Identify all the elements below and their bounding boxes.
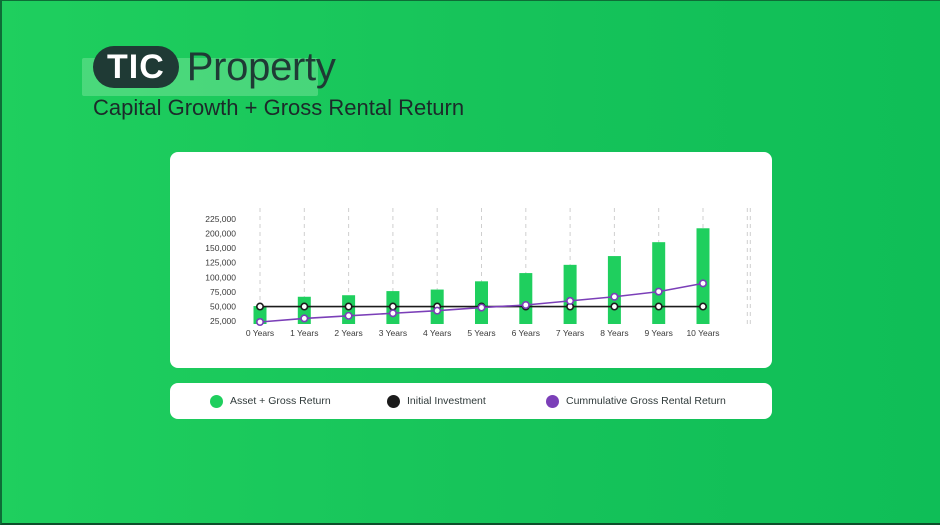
cumulative-rental-point [477, 303, 486, 312]
x-tick-label: 10 Years [686, 328, 719, 338]
initial-investment-point [388, 302, 397, 311]
cumulative-rental-point [344, 311, 353, 320]
x-tick-label: 8 Years [600, 328, 628, 338]
page-subtitle: Capital Growth + Gross Rental Return [93, 95, 465, 120]
y-tick-label: 25,000 [210, 316, 236, 326]
bar [607, 256, 621, 324]
legend-label-asset: Asset + Gross Return [230, 395, 331, 407]
chart-legend: Asset + Gross Return Initial Investment … [170, 383, 772, 419]
brand-logo: TIC Property [82, 44, 336, 96]
legend-item-initial: Initial Investment [387, 383, 486, 419]
y-tick-label: 125,000 [205, 258, 236, 268]
cumulative-rental-point [654, 287, 663, 296]
bar [519, 273, 533, 324]
legend-swatch-asset [210, 394, 223, 408]
legend-label-initial: Initial Investment [407, 395, 486, 407]
bar [696, 228, 710, 324]
logo-badge: TIC [93, 46, 179, 88]
chart-card: 225,000 200,000 150,000 125,000 100,000 75,00… [170, 152, 772, 368]
cumulative-rental-point [566, 296, 575, 305]
bar [563, 264, 577, 324]
chart-svg: 225,000 200,000 150,000 125,000 100,000 75,00… [205, 208, 751, 338]
initial-investment-point [300, 302, 309, 311]
y-tick-label: 150,000 [205, 243, 236, 253]
initial-investment-point [698, 302, 707, 311]
initial-investment-point [654, 302, 663, 311]
y-tick-label: 75,000 [210, 287, 236, 297]
legend-item-asset: Asset + Gross Return [210, 383, 331, 419]
x-tick-label: 7 Years [556, 328, 584, 338]
legend-label-cumulative: Cummulative Gross Rental Return [566, 395, 726, 407]
bar [652, 242, 666, 324]
x-tick-label: 0 Years [246, 328, 274, 338]
y-tick-label: 50,000 [210, 301, 236, 311]
x-tick-label: 2 Years [334, 328, 362, 338]
x-tick-label: 9 Years [645, 328, 673, 338]
y-tick-label: 225,000 [205, 214, 236, 224]
bar [253, 306, 267, 324]
x-tick-label: 1 Years [290, 328, 318, 338]
logo-wordmark: Property [186, 44, 336, 89]
cumulative-rental-point [698, 279, 707, 288]
cumulative-rental-point [388, 309, 397, 318]
legend-swatch-cumulative [546, 394, 559, 408]
initial-investment-point [344, 302, 353, 311]
cumulative-rental-point [610, 292, 619, 301]
legend-swatch-initial [387, 394, 400, 408]
y-tick-label: 100,000 [205, 272, 236, 282]
legend-item-cumulative: Cummulative Gross Rental Return [546, 383, 726, 419]
y-tick-label: 200,000 [205, 229, 236, 239]
x-tick-label: 3 Years [379, 328, 407, 338]
initial-investment-point [256, 302, 265, 311]
x-tick-label: 4 Years [423, 328, 451, 338]
cumulative-rental-point [433, 306, 442, 315]
cumulative-rental-point [256, 318, 265, 327]
cumulative-rental-point [521, 301, 530, 310]
x-tick-label: 6 Years [512, 328, 540, 338]
initial-investment-point [610, 302, 619, 311]
cumulative-rental-point [300, 314, 309, 323]
x-tick-label: 5 Years [467, 328, 495, 338]
